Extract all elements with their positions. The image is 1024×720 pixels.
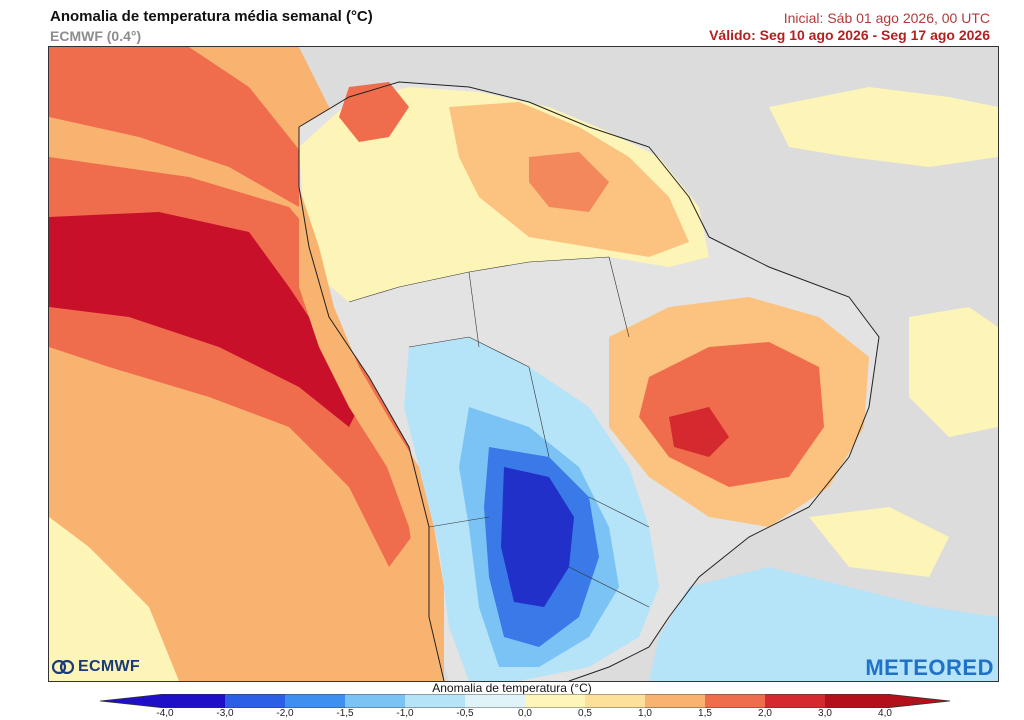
model-label: ECMWF (0.4°) <box>50 28 142 44</box>
colorbar-tick-label: 1,0 <box>638 708 652 719</box>
ecmwf-logo-icon <box>52 660 74 674</box>
colorbar-tick-label: -0,5 <box>456 708 474 719</box>
colorbar-segment <box>525 694 586 708</box>
ne-brazil-very-hot <box>669 407 729 457</box>
map-canvas <box>49 47 998 681</box>
venezuela-hot <box>339 82 409 142</box>
colorbar-tick-label: 0,0 <box>518 708 532 719</box>
colorbar-segment <box>645 694 706 708</box>
colorbar-tick-label: 1,5 <box>698 708 712 719</box>
colorbar-segment <box>225 694 286 708</box>
south-atlantic-cool <box>649 567 998 681</box>
temperature-anomaly-map[interactable] <box>48 46 999 682</box>
colorbar-segment <box>345 694 406 708</box>
atlantic-warm-patch-east <box>909 307 998 437</box>
ecmwf-logo: ECMWF <box>52 658 140 676</box>
colorbar-tick-label: -4,0 <box>156 708 174 719</box>
country-borders <box>348 256 650 608</box>
colorbar-segment <box>825 694 886 708</box>
colorbar-segment <box>465 694 526 708</box>
atlantic-warm-patch-south <box>809 507 949 577</box>
pacific-very-hot-core <box>49 212 359 427</box>
ne-brazil-hot <box>639 342 824 487</box>
colorbar-segment <box>285 694 346 708</box>
map-title: Anomalia de temperatura média semanal (°… <box>50 8 373 25</box>
guiana-hot <box>529 152 609 212</box>
valid-period: Válido: Seg 10 ago 2026 - Seg 17 ago 202… <box>709 27 990 43</box>
colorbar-min-arrow <box>100 694 165 708</box>
ecmwf-logo-text: ECMWF <box>78 658 140 675</box>
colorbar-tick-label: -1,0 <box>396 708 414 719</box>
colorbar-tick-label: 0,5 <box>578 708 592 719</box>
colorbar-tick-label: 3,0 <box>818 708 832 719</box>
colorbar-tick-label: 4,0 <box>878 708 892 719</box>
north-pacific-hot <box>49 47 329 207</box>
colorbar-max-arrow <box>885 694 950 708</box>
meteored-logo: METEORED <box>865 655 994 680</box>
colorbar-segment <box>165 694 226 708</box>
initial-time: Inicial: Sáb 01 ago 2026, 00 UTC <box>783 10 990 26</box>
colorbar-segment <box>765 694 826 708</box>
colorbar-title: Anomalia de temperatura (°C) <box>432 681 592 695</box>
paraguay-very-cold <box>501 467 574 607</box>
colorbar-segment <box>705 694 766 708</box>
andes-coastal-warm <box>299 187 444 681</box>
colorbar-tick-label: -2,0 <box>276 708 294 719</box>
atlantic-warm-patch-north <box>769 87 998 167</box>
colorbar-tick-label: -3,0 <box>216 708 234 719</box>
colorbar <box>100 694 950 708</box>
colorbar-tick-label: -1,5 <box>336 708 354 719</box>
colorbar-segment <box>585 694 646 708</box>
colorbar-segment <box>405 694 466 708</box>
colorbar-tick-label: 2,0 <box>758 708 772 719</box>
pacific-coastline <box>298 127 445 681</box>
continent-coastline <box>298 81 880 681</box>
